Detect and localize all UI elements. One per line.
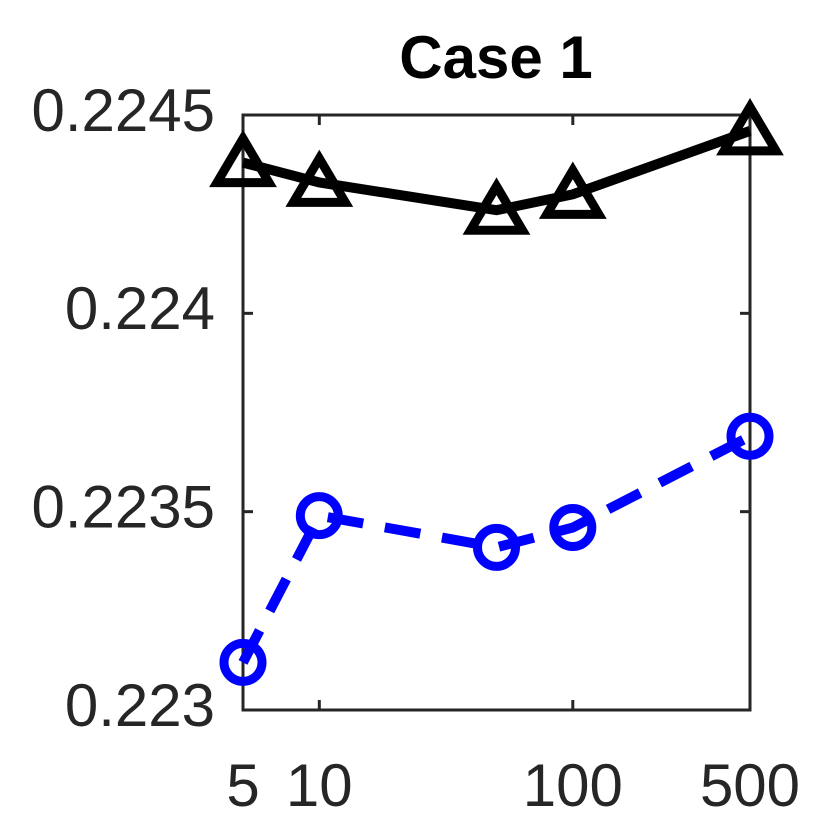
marker [473, 523, 520, 571]
plot-frame [241, 113, 752, 712]
y-tick-label: 0.223 [65, 672, 215, 739]
marker [295, 492, 343, 540]
y-tick-label: 0.224 [65, 275, 215, 342]
marker [462, 177, 531, 235]
series-line [238, 431, 753, 665]
marker [549, 504, 597, 552]
marker [209, 129, 277, 188]
x-tick-label: 5 [226, 752, 259, 819]
series-line [241, 126, 752, 216]
marker [726, 412, 774, 460]
marker [219, 638, 267, 686]
x-tick-label: 100 [523, 752, 623, 819]
marker [716, 98, 784, 156]
chart-title: Case 1 [399, 24, 592, 91]
y-tick-label: 0.2235 [31, 474, 215, 541]
y-tick-label: 0.2245 [31, 77, 215, 144]
marker [285, 149, 354, 207]
x-tick-label: 500 [700, 752, 800, 819]
x-tick-label: 10 [286, 752, 353, 819]
marker [538, 161, 607, 219]
